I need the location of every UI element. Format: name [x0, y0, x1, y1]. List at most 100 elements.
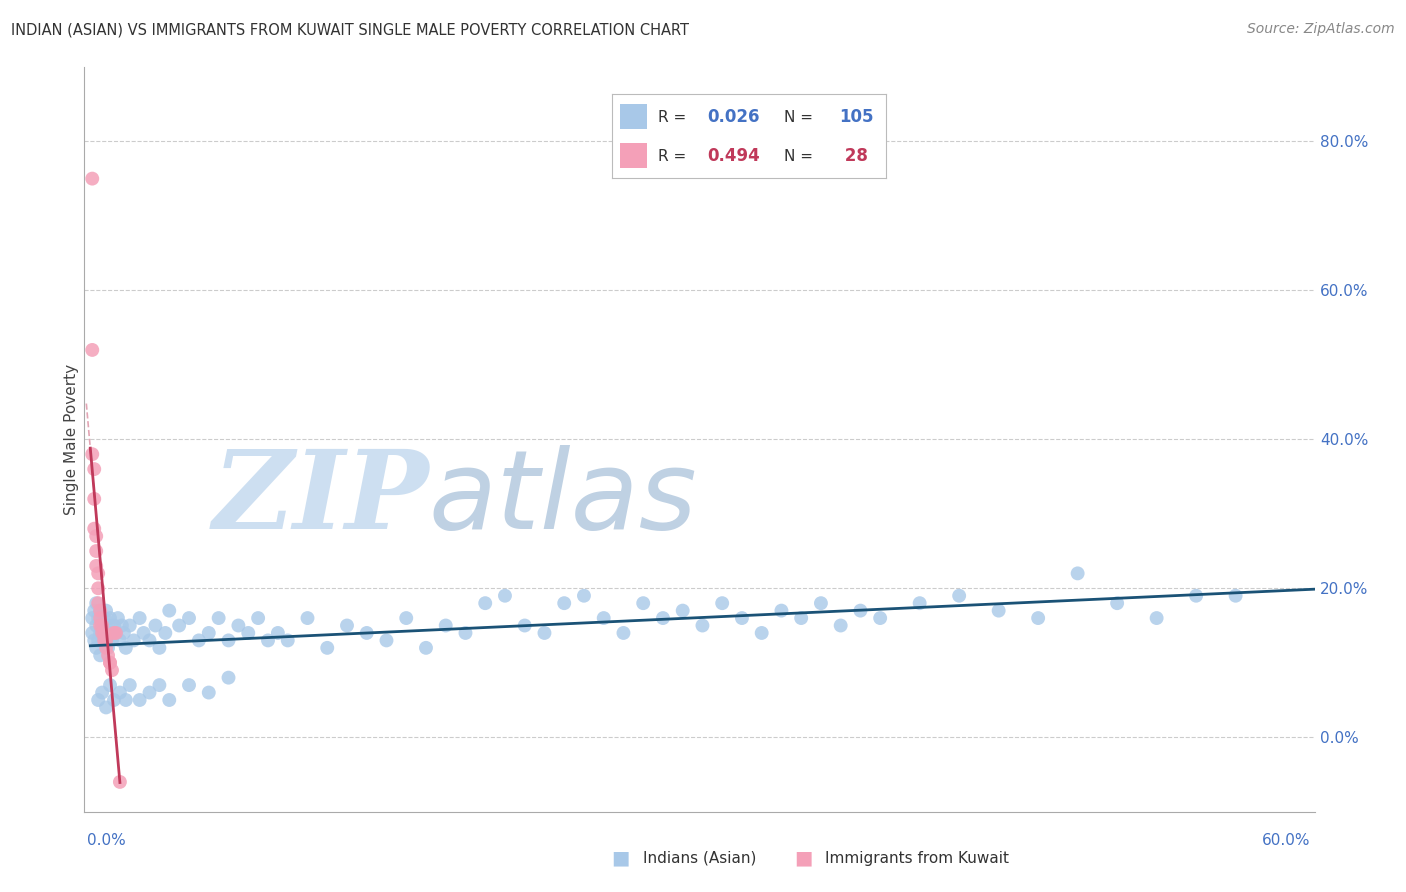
Text: 0.0%: 0.0% — [87, 833, 127, 847]
Text: atlas: atlas — [429, 445, 697, 552]
Text: N =: N = — [785, 110, 818, 125]
Point — [114, 693, 136, 707]
Point — [197, 626, 219, 640]
Point — [98, 611, 121, 625]
Point — [111, 618, 134, 632]
Point — [711, 596, 734, 610]
Point — [112, 626, 135, 640]
Point — [94, 633, 117, 648]
Point — [84, 544, 107, 558]
Point — [104, 626, 127, 640]
Point — [89, 611, 111, 625]
Point — [277, 633, 299, 648]
Point — [1026, 611, 1049, 625]
Text: ■: ■ — [794, 848, 813, 868]
Point — [356, 626, 378, 640]
Point — [592, 611, 614, 625]
Y-axis label: Single Male Poverty: Single Male Poverty — [63, 364, 79, 515]
Text: 105: 105 — [839, 109, 873, 127]
Point — [97, 640, 120, 655]
Text: ZIP: ZIP — [212, 445, 429, 553]
Point — [415, 640, 437, 655]
Point — [375, 633, 398, 648]
Point — [93, 626, 115, 640]
Point — [1185, 589, 1208, 603]
Text: 0.026: 0.026 — [707, 109, 761, 127]
Point — [108, 633, 131, 648]
Point — [148, 678, 170, 692]
Point — [1066, 566, 1088, 581]
Point — [238, 626, 260, 640]
Point — [87, 566, 110, 581]
Point — [84, 596, 107, 610]
Point — [82, 343, 104, 357]
Point — [612, 626, 634, 640]
Point — [87, 611, 110, 625]
Point — [908, 596, 931, 610]
Text: N =: N = — [785, 149, 818, 164]
Point — [187, 633, 209, 648]
Point — [84, 529, 107, 543]
Point — [810, 596, 832, 610]
Point — [830, 618, 852, 632]
Point — [177, 678, 200, 692]
Point — [83, 604, 105, 618]
Point — [104, 626, 127, 640]
Point — [948, 589, 970, 603]
Point — [533, 626, 555, 640]
Text: Immigrants from Kuwait: Immigrants from Kuwait — [825, 851, 1010, 865]
Point — [731, 611, 754, 625]
Point — [128, 611, 150, 625]
Point — [652, 611, 675, 625]
Bar — [620, 143, 647, 169]
Point — [98, 656, 121, 670]
Point — [128, 693, 150, 707]
Point — [257, 633, 280, 648]
Point — [177, 611, 200, 625]
Point — [122, 633, 145, 648]
Point — [138, 685, 160, 699]
Point — [267, 626, 290, 640]
Point — [454, 626, 477, 640]
Point — [94, 604, 117, 618]
Point — [101, 633, 124, 648]
Point — [98, 678, 121, 692]
Point — [103, 626, 125, 640]
Point — [93, 611, 115, 625]
Point — [87, 582, 110, 596]
Point — [167, 618, 190, 632]
Point — [89, 626, 111, 640]
Point — [108, 775, 131, 789]
Point — [434, 618, 457, 632]
Point — [93, 633, 115, 648]
Point — [98, 626, 121, 640]
Point — [118, 678, 141, 692]
Text: INDIAN (ASIAN) VS IMMIGRANTS FROM KUWAIT SINGLE MALE POVERTY CORRELATION CHART: INDIAN (ASIAN) VS IMMIGRANTS FROM KUWAIT… — [11, 22, 689, 37]
Point — [91, 626, 114, 640]
Point — [631, 596, 654, 610]
Point — [1146, 611, 1168, 625]
Text: 0.494: 0.494 — [707, 147, 761, 165]
Point — [93, 626, 115, 640]
Point — [82, 447, 104, 461]
Point — [91, 618, 114, 632]
Point — [87, 693, 110, 707]
Point — [82, 171, 104, 186]
Point — [869, 611, 891, 625]
Point — [770, 604, 793, 618]
Point — [103, 618, 125, 632]
Point — [118, 618, 141, 632]
Point — [336, 618, 359, 632]
Point — [145, 618, 167, 632]
Point — [84, 618, 107, 632]
Point — [395, 611, 418, 625]
Text: Source: ZipAtlas.com: Source: ZipAtlas.com — [1247, 22, 1395, 37]
Point — [132, 626, 155, 640]
Point — [751, 626, 773, 640]
Point — [849, 604, 872, 618]
Point — [87, 633, 110, 648]
Point — [91, 618, 114, 632]
Point — [208, 611, 231, 625]
Point — [83, 462, 105, 476]
Point — [157, 604, 180, 618]
